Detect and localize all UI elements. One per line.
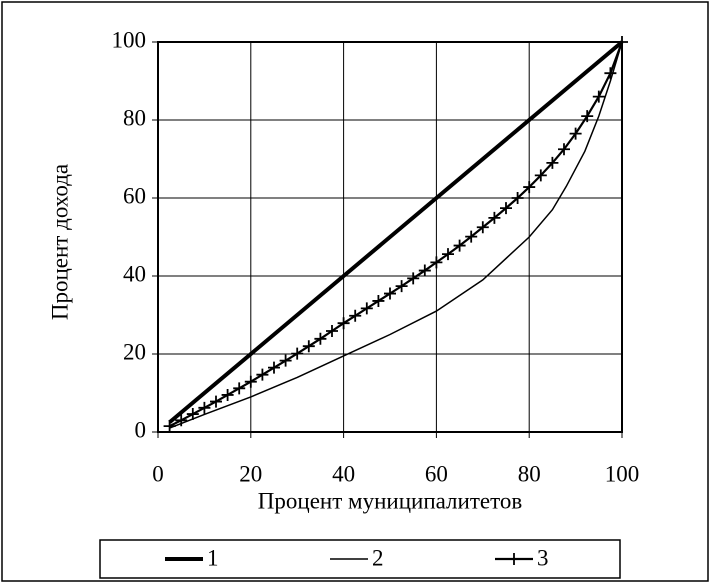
y-tick-label: 0 [135, 417, 147, 442]
marker [163, 420, 176, 433]
marker [442, 248, 454, 261]
marker [256, 368, 269, 381]
marker [268, 361, 280, 374]
marker [604, 67, 617, 80]
y-tick-label: 20 [123, 339, 146, 364]
marker [418, 264, 431, 277]
x-tick-label: 0 [152, 461, 164, 486]
marker [395, 280, 408, 293]
marker [244, 375, 257, 388]
marker [534, 169, 547, 182]
marker [326, 324, 338, 337]
marker [372, 294, 385, 307]
marker [233, 382, 246, 395]
y-tick-label: 100 [112, 27, 147, 52]
legend-label: 1 [207, 545, 219, 570]
marker [407, 272, 420, 285]
marker [430, 256, 443, 269]
series-line [168, 40, 624, 424]
marker [175, 414, 188, 427]
marker [511, 192, 524, 204]
marker [500, 202, 512, 215]
plot-area [157, 41, 623, 433]
marker [210, 395, 222, 408]
legend-label: 2 [372, 545, 384, 570]
marker [360, 302, 373, 315]
marker [349, 309, 362, 322]
y-axis-label: Процент дохода [47, 164, 72, 320]
series-line [169, 41, 624, 428]
x-axis-label: Процент муниципалитетов [258, 488, 523, 513]
x-tick-label: 20 [239, 461, 262, 486]
y-tick-label: 80 [123, 105, 146, 130]
marker [302, 340, 315, 353]
marker [384, 287, 396, 300]
marker [314, 332, 327, 345]
marker [465, 230, 478, 243]
marker [488, 211, 501, 224]
x-tick-label: 80 [518, 461, 541, 486]
marker [616, 36, 628, 48]
marker [523, 181, 536, 194]
y-tick-label: 60 [123, 183, 146, 208]
y-tick-label: 40 [123, 261, 146, 286]
legend-label: 3 [537, 545, 549, 570]
marker [592, 90, 605, 103]
series-line [169, 41, 623, 429]
x-tick-label: 100 [605, 461, 640, 486]
marker [453, 239, 466, 252]
marker [508, 553, 520, 565]
marker [546, 156, 559, 169]
marker [186, 408, 199, 421]
marker [198, 401, 211, 414]
x-tick-label: 40 [332, 461, 355, 486]
marker [569, 127, 582, 140]
x-tick-label: 60 [425, 461, 448, 486]
marker [337, 317, 350, 330]
marker [581, 110, 594, 123]
marker [291, 347, 304, 360]
marker [279, 354, 292, 367]
marker [476, 221, 489, 234]
marker [558, 143, 570, 156]
marker [221, 388, 234, 401]
